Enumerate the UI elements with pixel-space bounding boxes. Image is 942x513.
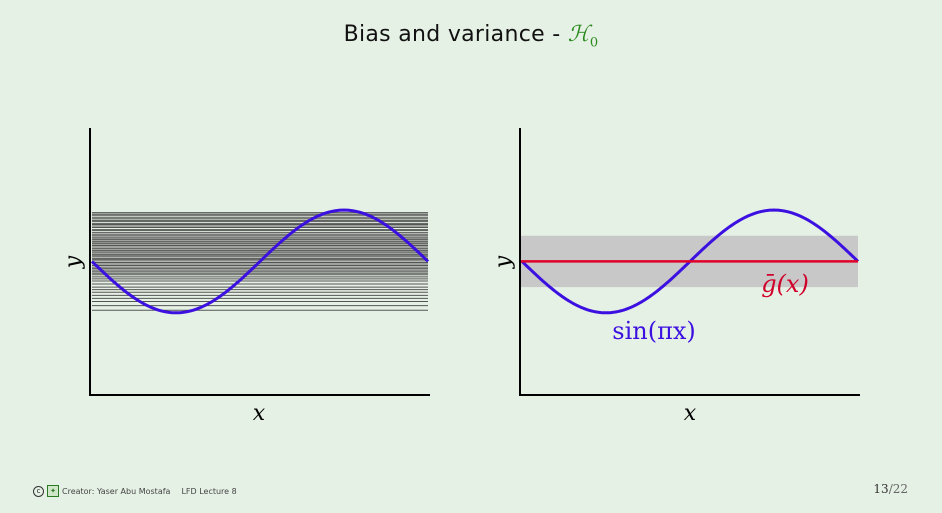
footer-credits: c ✦ Creator: Yaser Abu Mostafa LFD Lectu… (33, 485, 237, 497)
caltech-logo-icon: ✦ (47, 485, 59, 497)
page-current: 13 (873, 482, 889, 496)
right-y-axis-label: y (491, 255, 516, 269)
mean-hypothesis-label: ḡ(x) (761, 270, 809, 298)
right-plot: x y sin(πx) ḡ(x) (491, 128, 860, 426)
hypothesis-lines-group (92, 212, 428, 311)
left-y-axis-label: y (61, 255, 86, 269)
left-target-sine-curve (90, 208, 430, 315)
footer-creator: Creator: Yaser Abu Mostafa (62, 486, 171, 496)
slide-title: Bias and variance - ℋ0 (0, 22, 942, 50)
page-number: 13/22 (873, 482, 908, 496)
footer-lecture: LFD Lecture 8 (181, 486, 237, 496)
hypothesis-set-subscript: 0 (589, 35, 599, 51)
copyright-icon: c (33, 485, 44, 497)
sine-curve-label: sin(πx) (612, 317, 695, 345)
page-total: /22 (888, 482, 908, 496)
hypothesis-set-symbol: ℋ0 (567, 22, 599, 51)
right-x-axis-label: x (684, 401, 697, 426)
slide-title-text: Bias and variance - (343, 22, 568, 47)
left-plot: x y (61, 128, 430, 426)
hypothesis-set-letter: ℋ (567, 22, 590, 47)
left-x-axis-label: x (253, 401, 266, 426)
